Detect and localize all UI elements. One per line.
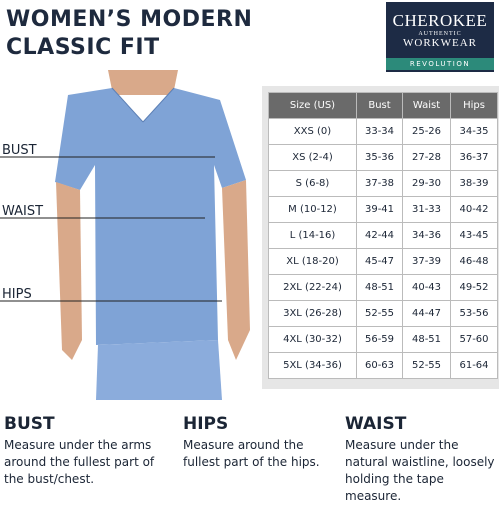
table-cell: 37-39 [402, 248, 451, 275]
table-cell: 2XL (22-24) [268, 274, 357, 301]
table-row: 3XL (26-28) 52-55 44-47 53-56 [268, 300, 498, 327]
table-cell: 48-51 [356, 274, 403, 301]
table-cell: 37-38 [356, 170, 403, 197]
table-cell: 56-59 [356, 326, 403, 353]
table-row: XL (18-20) 45-47 37-39 46-48 [268, 248, 498, 275]
table-row: XS (2-4) 35-36 27-28 36-37 [268, 144, 498, 171]
table-cell: 57-60 [450, 326, 498, 353]
note: WAIST Measure under the natural waistline… [345, 414, 500, 505]
table-cell: 60-63 [356, 352, 403, 379]
title-line: CLASSIC FIT [6, 35, 160, 60]
table-cell: XL (18-20) [268, 248, 357, 275]
table-cell: 45-47 [356, 248, 403, 275]
figure-label: WAIST [2, 204, 44, 219]
note-heading: BUST [4, 414, 55, 434]
table-cell: XS (2-4) [268, 144, 357, 171]
table-cell: 40-42 [450, 196, 498, 223]
table-cell: 52-55 [356, 300, 403, 327]
table-cell: 29-30 [402, 170, 451, 197]
table-row: 4XL (30-32) 56-59 48-51 57-60 [268, 326, 498, 353]
logo-brand: CHEROKEE [392, 11, 488, 30]
note-heading: HIPS [183, 414, 229, 434]
column-header: Hips [450, 92, 498, 119]
table-cell: 34-36 [402, 222, 451, 249]
table-cell: 39-41 [356, 196, 403, 223]
table-row: L (14-16) 42-44 34-36 43-45 [268, 222, 498, 249]
table-cell: 61-64 [450, 352, 498, 379]
note: HIPS Measure around the fullest part of t… [183, 414, 333, 471]
table-cell: 34-35 [450, 118, 498, 145]
logo-line: WORKWEAR [403, 37, 477, 49]
figure-label: BUST [2, 143, 37, 158]
table-cell: 27-28 [402, 144, 451, 171]
table-cell: 38-39 [450, 170, 498, 197]
table-cell: 35-36 [356, 144, 403, 171]
table-cell: 44-47 [402, 300, 451, 327]
title: WOMEN’S MODERN CLASSIC FIT [6, 6, 252, 62]
column-header: Bust [356, 92, 403, 119]
header-row: Size (US) Bust Waist Hips [268, 92, 498, 119]
table-cell: 4XL (30-32) [268, 326, 357, 353]
table-row: XXS (0) 33-34 25-26 34-35 [268, 118, 498, 145]
note-heading: WAIST [345, 414, 407, 434]
table-cell: 48-51 [402, 326, 451, 353]
table-cell: XXS (0) [268, 118, 357, 145]
logo-collection: REVOLUTION [386, 58, 494, 70]
figure-label: HIPS [2, 287, 32, 302]
table-cell: L (14-16) [268, 222, 357, 249]
table-row: M (10-12) 39-41 31-33 40-42 [268, 196, 498, 223]
table-cell: 53-56 [450, 300, 498, 327]
table-cell: 5XL (34-36) [268, 352, 357, 379]
note-text: Measure around the fullest part of the h… [183, 438, 320, 469]
table-cell: M (10-12) [268, 196, 357, 223]
column-header: Waist [402, 92, 451, 119]
table-cell: 49-52 [450, 274, 498, 301]
table-cell: 43-45 [450, 222, 498, 249]
table-row: 2XL (22-24) 48-51 40-43 49-52 [268, 274, 498, 301]
title-line: WOMEN’S MODERN [6, 7, 253, 32]
table-row: S (6-8) 37-38 29-30 38-39 [268, 170, 498, 197]
size-table: Size (US) Bust Waist Hips XXS (0) 33-34 25-26 3… [268, 92, 498, 379]
table-cell: 40-43 [402, 274, 451, 301]
table-cell: 31-33 [402, 196, 451, 223]
logo-tagline: AUTHENTIC [418, 31, 462, 37]
table-cell: 33-34 [356, 118, 403, 145]
table-cell: 46-48 [450, 248, 498, 275]
table-cell: 36-37 [450, 144, 498, 171]
table-cell: S (6-8) [268, 170, 357, 197]
logo: CHEROKEE AUTHENTIC WORKWEAR REVOLUTION [386, 2, 494, 72]
note-text: Measure under the arms around the fulles… [4, 438, 155, 486]
table-cell: 52-55 [402, 352, 451, 379]
note-text: Measure under the natural waistline, loo… [345, 438, 495, 503]
note: BUST Measure under the arms around the fu… [4, 414, 164, 488]
table-row: 5XL (34-36) 60-63 52-55 61-64 [268, 352, 498, 379]
table-cell: 3XL (26-28) [268, 300, 357, 327]
model-figure [0, 70, 250, 400]
column-header: Size (US) [268, 92, 357, 119]
table-cell: 25-26 [402, 118, 451, 145]
table-cell: 42-44 [356, 222, 403, 249]
